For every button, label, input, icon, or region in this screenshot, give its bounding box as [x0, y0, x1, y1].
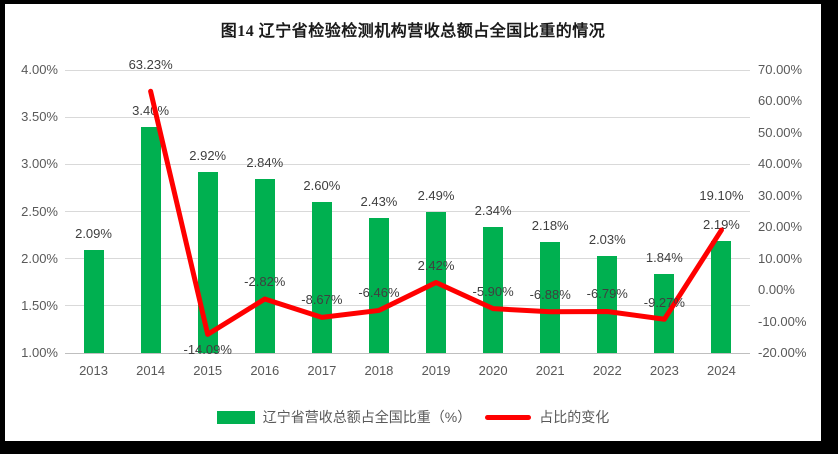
- x-axis-tick: 2022: [592, 363, 622, 378]
- legend-label-line: 占比的变化: [539, 409, 610, 425]
- line-value-label: 2.42%: [417, 257, 455, 273]
- y-axis-tick-right: -10.00%: [758, 313, 807, 329]
- legend: 辽宁省营收总额占全国比重（%） 占比的变化: [5, 407, 821, 427]
- bar-value-label: 2.92%: [189, 147, 227, 163]
- x-axis-tick: 2013: [79, 363, 108, 378]
- line-value-label: -5.90%: [472, 283, 514, 299]
- y-axis-tick-right: 20.00%: [758, 219, 803, 235]
- legend-item-bars: 辽宁省营收总额占全国比重（%）: [216, 407, 472, 427]
- y-axis-tick-left: 2.00%: [21, 250, 58, 266]
- line-value-label: 63.23%: [128, 57, 173, 73]
- y-axis-tick-right: 60.00%: [758, 93, 803, 109]
- x-axis-tick: 2018: [364, 363, 394, 378]
- y-axis-tick-left: 1.50%: [21, 297, 58, 313]
- bar-value-label: 2.03%: [588, 231, 626, 247]
- bar-series-swatch-icon: [216, 410, 255, 424]
- bar-value-label: 2.43%: [360, 194, 398, 210]
- bar-value-label: 2.09%: [75, 226, 112, 242]
- y-axis-tick-left: 2.50%: [21, 203, 58, 219]
- bar: [140, 126, 161, 353]
- line-value-label: -2.82%: [244, 273, 286, 289]
- x-axis-tick: 2023: [649, 363, 679, 378]
- chart-panel: 图14 辽宁省检验检测机构营收总额占全国比重的情况 1.00% 1.50% 2.00…: [5, 4, 821, 441]
- y-axis-tick-left: 3.00%: [21, 156, 58, 172]
- line-value-label: -8.67%: [301, 292, 343, 308]
- chart-canvas: 1.00% 1.50% 2.00% 2.50% 3.00% 3.50% 4.00% -20.0…: [5, 4, 821, 441]
- x-axis-tick: 2017: [307, 363, 337, 378]
- bar-value-label: 2.19%: [703, 216, 740, 232]
- x-axis-tick: 2019: [421, 363, 451, 378]
- bar-value-label: 2.84%: [246, 155, 284, 171]
- gridline: [65, 116, 750, 118]
- x-axis-tick: 2015: [193, 363, 223, 378]
- bar-value-label: 2.49%: [417, 188, 455, 204]
- line-value-label: 19.10%: [699, 188, 744, 204]
- y-axis-tick-left: 4.00%: [21, 62, 58, 77]
- legend-label-bars: 辽宁省营收总额占全国比重（%）: [262, 409, 472, 425]
- legend-item-line: 占比的变化: [485, 407, 609, 427]
- bar-value-label: 3.40%: [132, 102, 170, 118]
- chart-title: 图14 辽宁省检验检测机构营收总额占全国比重的情况: [220, 23, 606, 40]
- x-axis-tick: 2024: [706, 363, 736, 378]
- x-axis-tick: 2014: [136, 363, 166, 378]
- gridline: [65, 258, 750, 260]
- bar: [83, 250, 104, 353]
- x-axis-tick: 2020: [478, 363, 508, 378]
- y-axis-tick-right: 10.00%: [758, 250, 803, 266]
- bar: [254, 179, 275, 353]
- bar: [368, 218, 389, 353]
- gridline: [65, 211, 750, 212]
- gridline: [65, 305, 750, 307]
- y-axis-tick-right: 40.00%: [758, 156, 803, 172]
- gridline: [65, 69, 750, 71]
- bar: [483, 226, 504, 353]
- y-axis-tick-right: 0.00%: [758, 282, 795, 298]
- bar-value-label: 2.18%: [531, 217, 569, 233]
- x-axis-tick: 2016: [250, 363, 280, 378]
- bar: [597, 255, 618, 353]
- x-axis-tick: 2021: [535, 363, 565, 378]
- line-series-swatch-icon: [485, 414, 532, 420]
- line-value-label: -6.88%: [529, 286, 571, 302]
- gridline: [65, 352, 750, 354]
- bar-value-label: 2.60%: [303, 178, 341, 194]
- y-axis-tick-right: -20.00%: [758, 345, 807, 360]
- line-value-label: -6.79%: [586, 286, 628, 302]
- y-axis-tick-right: 30.00%: [758, 187, 803, 203]
- y-axis-tick-left: 1.00%: [21, 345, 58, 360]
- bar-value-label: 1.84%: [645, 249, 683, 265]
- bar: [654, 273, 675, 353]
- gridline: [65, 163, 750, 165]
- y-axis-tick-right: 70.00%: [758, 62, 803, 77]
- bar: [540, 241, 561, 353]
- line-value-label: -6.46%: [358, 285, 400, 301]
- line-value-label: -14.09%: [183, 342, 232, 358]
- bar: [711, 240, 732, 353]
- trend-line: [148, 88, 724, 337]
- bar-value-label: 2.34%: [474, 202, 512, 218]
- line-value-label: -9.27%: [643, 295, 685, 311]
- y-axis-tick-left: 3.50%: [21, 109, 58, 125]
- y-axis-tick-right: 50.00%: [758, 124, 803, 140]
